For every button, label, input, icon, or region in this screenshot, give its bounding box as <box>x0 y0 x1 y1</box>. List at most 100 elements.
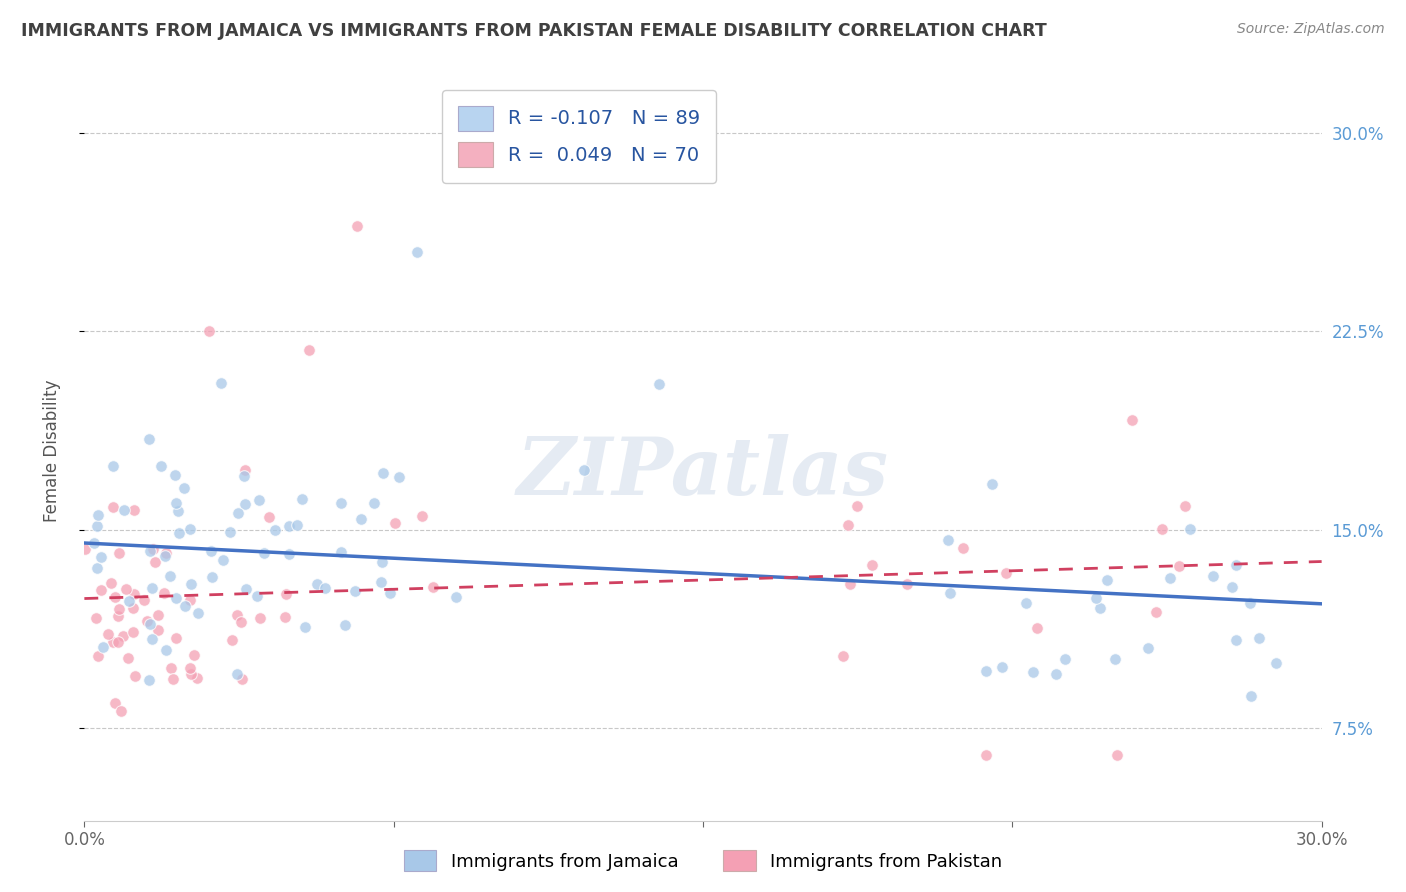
Point <box>285 517 308 532</box>
Point <box>209 376 232 391</box>
Point <box>122 503 145 517</box>
Point <box>846 500 869 514</box>
Point <box>115 582 138 596</box>
Point <box>648 377 671 392</box>
Point <box>152 585 174 599</box>
Point <box>291 492 314 507</box>
Point <box>73 541 96 556</box>
Point <box>84 610 107 624</box>
Point <box>1088 601 1111 615</box>
Point <box>107 602 129 616</box>
Point <box>150 458 173 473</box>
Point <box>87 648 110 663</box>
Point <box>132 592 155 607</box>
Text: IMMIGRANTS FROM JAMAICA VS IMMIGRANTS FROM PAKISTAN FEMALE DISABILITY CORRELATIO: IMMIGRANTS FROM JAMAICA VS IMMIGRANTS FR… <box>21 22 1047 40</box>
Point <box>839 577 862 591</box>
Point <box>1249 632 1271 646</box>
Point <box>160 660 183 674</box>
Point <box>1225 632 1247 647</box>
Point <box>108 546 131 560</box>
Point <box>278 518 301 533</box>
Point <box>121 601 143 615</box>
Point <box>103 500 125 515</box>
Point <box>1264 657 1286 671</box>
Point <box>112 503 135 517</box>
Point <box>329 545 352 559</box>
Point <box>179 661 201 675</box>
Point <box>371 555 394 569</box>
Point <box>974 664 997 678</box>
Point <box>167 525 190 540</box>
Legend: R = -0.107   N = 89, R =  0.049   N = 70: R = -0.107 N = 89, R = 0.049 N = 70 <box>443 90 716 183</box>
Point <box>219 525 242 540</box>
Point <box>1045 667 1067 681</box>
Point <box>1159 571 1181 585</box>
Point <box>939 586 962 600</box>
Point <box>183 648 205 662</box>
Text: ZIPatlas: ZIPatlas <box>517 434 889 511</box>
Point <box>1202 568 1225 582</box>
Point <box>141 582 163 596</box>
Point <box>249 611 271 625</box>
Point <box>143 555 166 569</box>
Point <box>87 508 110 522</box>
Point <box>1121 413 1143 427</box>
Point <box>231 615 253 629</box>
Point <box>406 245 429 260</box>
Point <box>1136 641 1159 656</box>
Point <box>344 583 367 598</box>
Point <box>247 493 270 508</box>
Point <box>155 549 177 563</box>
Point <box>1015 596 1038 610</box>
Point <box>159 569 181 583</box>
Point <box>136 614 159 628</box>
Point <box>314 581 336 595</box>
Point <box>370 574 392 589</box>
Point <box>211 553 233 567</box>
Point <box>232 469 254 483</box>
Point <box>173 481 195 495</box>
Point <box>124 669 146 683</box>
Point <box>294 619 316 633</box>
Point <box>896 577 918 591</box>
Point <box>162 672 184 686</box>
Point <box>146 608 169 623</box>
Point <box>1144 605 1167 619</box>
Point <box>1174 499 1197 513</box>
Point <box>831 648 853 663</box>
Point <box>936 533 959 548</box>
Point <box>1225 558 1247 572</box>
Point <box>307 577 329 591</box>
Point <box>121 624 143 639</box>
Point <box>974 747 997 762</box>
Point <box>860 558 883 573</box>
Point <box>226 608 249 623</box>
Point <box>1107 747 1129 762</box>
Point <box>371 466 394 480</box>
Point <box>155 643 177 657</box>
Point <box>274 587 297 601</box>
Y-axis label: Female Disability: Female Disability <box>42 379 60 522</box>
Point <box>1240 689 1263 703</box>
Point <box>233 497 256 511</box>
Point <box>253 546 276 560</box>
Point <box>259 510 281 524</box>
Point <box>86 561 108 575</box>
Point <box>330 496 353 510</box>
Point <box>86 518 108 533</box>
Point <box>574 463 596 477</box>
Point <box>100 576 122 591</box>
Point <box>994 566 1017 580</box>
Point <box>146 623 169 637</box>
Point <box>221 632 243 647</box>
Point <box>117 651 139 665</box>
Point <box>179 522 201 536</box>
Point <box>118 593 141 607</box>
Point <box>298 343 321 357</box>
Point <box>155 546 177 560</box>
Point <box>179 593 201 607</box>
Point <box>1022 665 1045 679</box>
Point <box>165 496 187 510</box>
Point <box>411 509 433 524</box>
Point <box>1239 596 1261 610</box>
